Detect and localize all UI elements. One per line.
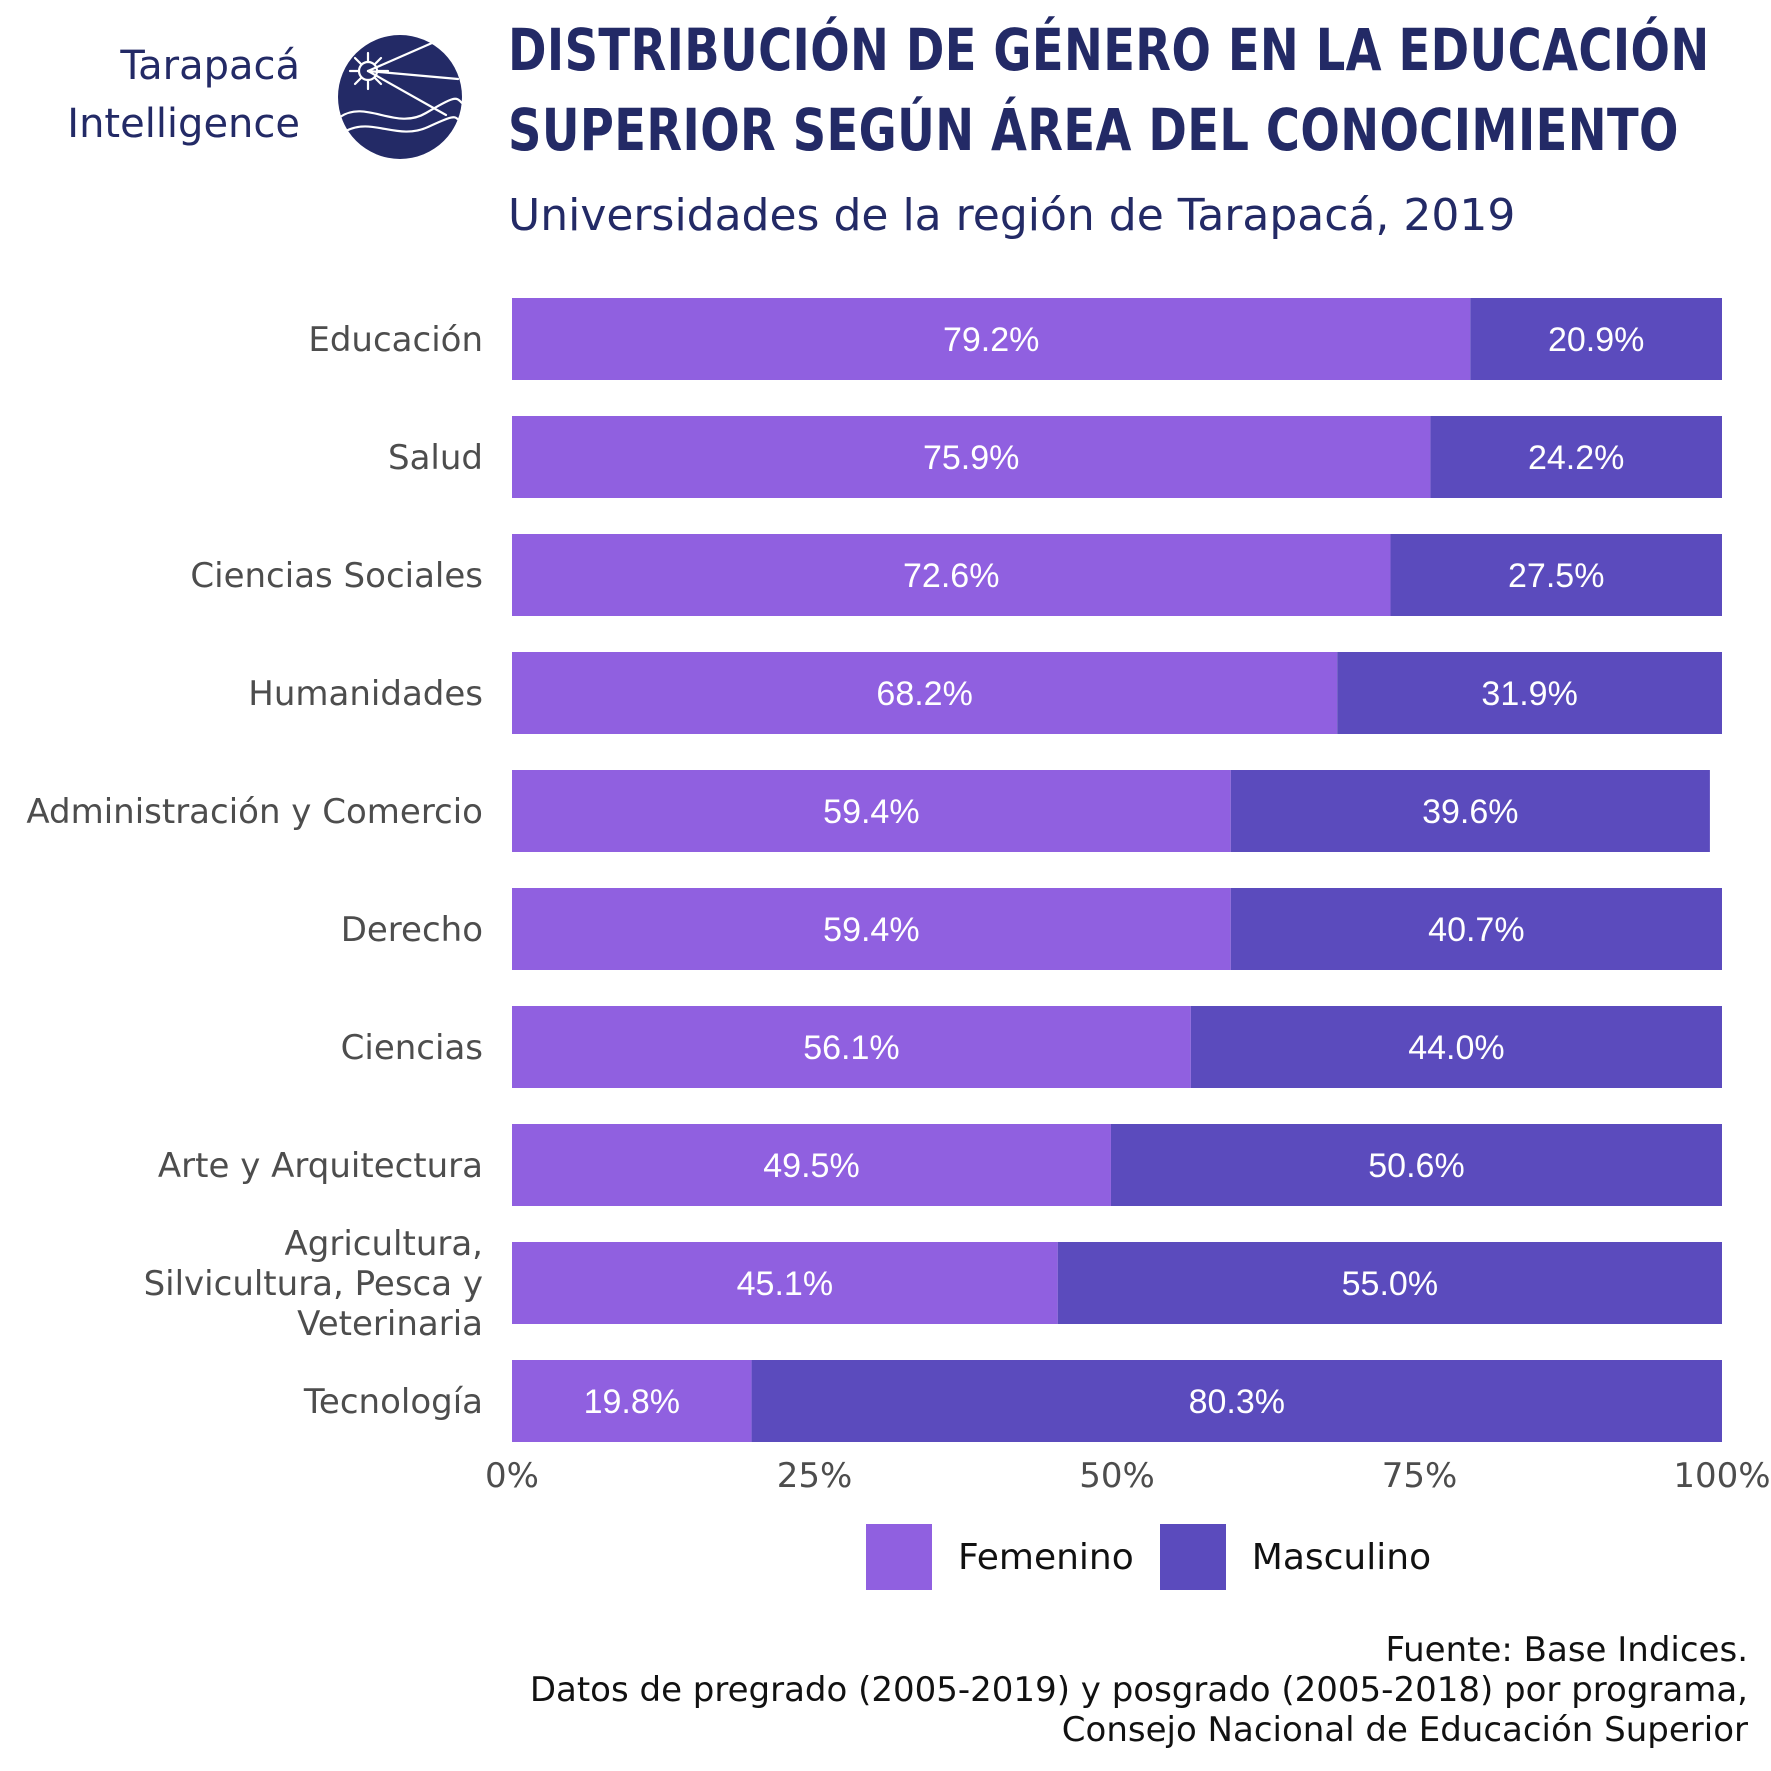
x-tick-label: 75% xyxy=(1382,1456,1458,1496)
category-label: Veterinaria xyxy=(297,1304,483,1344)
legend-swatch-femenino xyxy=(866,1524,932,1590)
bar-femenino xyxy=(512,534,1391,616)
category-label: Educación xyxy=(308,320,483,360)
bar-masculino xyxy=(1470,298,1722,380)
bar-femenino xyxy=(512,1360,752,1442)
data-label: 59.4% xyxy=(823,793,919,831)
data-label: 75.9% xyxy=(923,439,1019,477)
data-label: 56.1% xyxy=(803,1029,899,1067)
data-label: 27.5% xyxy=(1508,557,1604,595)
bar-masculino xyxy=(1057,1242,1722,1324)
legend-label-masculino: Masculino xyxy=(1251,1536,1432,1578)
logo-text-line1: Tarapacá xyxy=(120,43,300,89)
data-label: 49.5% xyxy=(763,1147,859,1185)
data-label: 44.0% xyxy=(1408,1029,1504,1067)
data-label: 55.0% xyxy=(1342,1265,1438,1303)
data-label: 68.2% xyxy=(876,675,972,713)
category-label: Ciencias Sociales xyxy=(190,556,483,596)
legend: Femenino Masculino xyxy=(866,1524,1457,1590)
category-label: Derecho xyxy=(341,910,483,950)
source-line2: Datos de pregrado (2005-2019) y posgrado… xyxy=(529,1670,1748,1710)
data-label: 20.9% xyxy=(1548,321,1644,359)
data-label: 40.7% xyxy=(1428,911,1524,949)
bar-femenino xyxy=(512,298,1471,380)
bar-masculino xyxy=(1230,770,1710,852)
category-label: Administración y Comercio xyxy=(26,792,483,832)
x-tick-label: 0% xyxy=(485,1456,539,1496)
category-label: Ciencias xyxy=(341,1028,483,1068)
bar-masculino xyxy=(1390,534,1722,616)
chart-title-line1: DISTRIBUCIÓN DE GÉNERO EN LA EDUCACIÓN xyxy=(508,16,1710,84)
bar-femenino xyxy=(512,1242,1058,1324)
bar-masculino xyxy=(1190,1006,1722,1088)
logo-text-line2: Intelligence xyxy=(67,101,300,147)
bar-masculino xyxy=(1430,416,1722,498)
category-label: Salud xyxy=(388,438,483,478)
bar-femenino xyxy=(512,652,1338,734)
bar-masculino xyxy=(1230,888,1722,970)
bar-masculino xyxy=(1110,1124,1722,1206)
data-label: 31.9% xyxy=(1481,675,1577,713)
bar-masculino xyxy=(751,1360,1722,1442)
x-tick-label: 25% xyxy=(777,1456,853,1496)
x-tick-label: 50% xyxy=(1079,1456,1155,1496)
data-label: 72.6% xyxy=(903,557,999,595)
bar-femenino xyxy=(512,1124,1111,1206)
data-label: 80.3% xyxy=(1189,1383,1285,1421)
source-note: Fuente: Base Indices. Datos de pregrado … xyxy=(530,1630,1748,1750)
data-label: 39.6% xyxy=(1422,793,1518,831)
bar-femenino xyxy=(512,770,1231,852)
x-tick-label: 100% xyxy=(1673,1456,1770,1496)
legend-swatch-masculino xyxy=(1159,1524,1226,1590)
data-label: 24.2% xyxy=(1528,439,1624,477)
data-label: 19.8% xyxy=(584,1383,680,1421)
logo-emblem-icon xyxy=(338,35,464,159)
data-label: 79.2% xyxy=(943,321,1039,359)
category-label: Arte y Arquitectura xyxy=(158,1146,483,1186)
data-label: 50.6% xyxy=(1368,1147,1464,1185)
source-line1: Fuente: Base Indices. xyxy=(1385,1630,1748,1670)
category-label: Humanidades xyxy=(248,674,483,714)
category-label: Tecnología xyxy=(303,1382,483,1422)
bar-masculino xyxy=(1337,652,1722,734)
bar-femenino xyxy=(512,416,1431,498)
source-line3: Consejo Nacional de Educación Superior xyxy=(1061,1710,1748,1750)
category-label: Agricultura, xyxy=(285,1224,483,1264)
bar-femenino xyxy=(512,888,1231,970)
category-label: Silvicultura, Pesca y xyxy=(144,1264,483,1304)
data-label: 45.1% xyxy=(737,1265,833,1303)
legend-label-femenino: Femenino xyxy=(958,1536,1134,1578)
chart-subtitle: Universidades de la región de Tarapacá, … xyxy=(508,190,1516,241)
bar-femenino xyxy=(512,1006,1191,1088)
data-label: 59.4% xyxy=(823,911,919,949)
chart-title-line2: SUPERIOR SEGÚN ÁREA DEL CONOCIMIENTO xyxy=(508,96,1679,164)
